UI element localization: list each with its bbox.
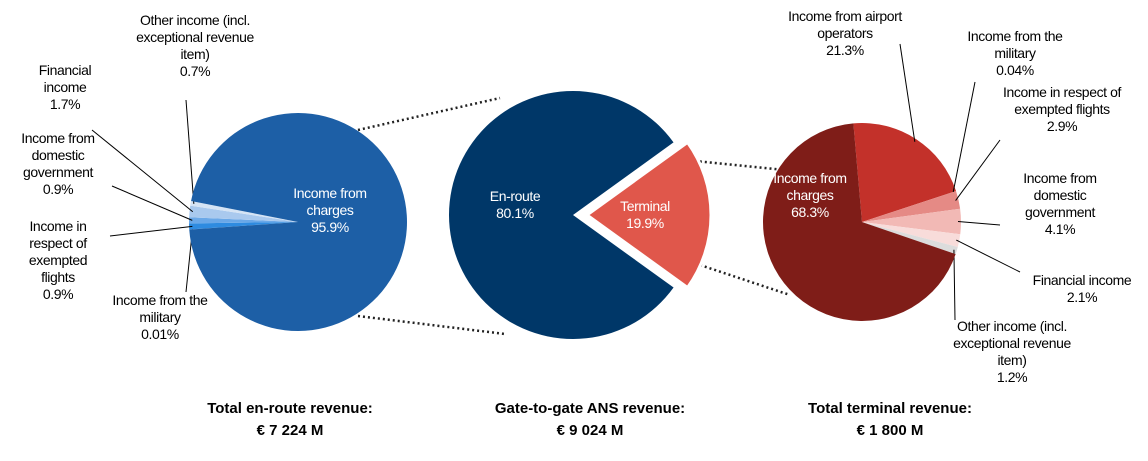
total-value: € 7 224 M	[256, 422, 324, 439]
pie-slice	[190, 200, 298, 222]
leader-line	[109, 225, 193, 237]
slice-label: Income from charges 95.9%	[275, 185, 385, 236]
slice-value: 95.9%	[311, 219, 349, 235]
slice-label: Income from domestic government 4.1%	[1000, 170, 1120, 238]
total-title: Gate-to-gate ANS revenue:	[494, 400, 686, 417]
slice-value: 68.3%	[791, 204, 829, 220]
pie-slice	[448, 90, 674, 339]
slice-value: 0.01%	[141, 326, 179, 342]
slice-label: Income from the military 0.01%	[105, 292, 215, 343]
slice-label: Income in respect of exempted flights 2.9…	[1002, 84, 1122, 135]
slice-name: Financial income	[38, 62, 92, 95]
slice-value: 2.9%	[1046, 118, 1078, 134]
slice-name: Financial income	[1032, 272, 1132, 288]
pie-slice	[862, 191, 961, 222]
slice-name: Income from charges	[293, 185, 367, 218]
slice-value: 0.9%	[42, 286, 74, 302]
total-value: € 9 024 M	[556, 422, 624, 439]
slice-name: Income in respect of exempted flights	[1002, 84, 1122, 117]
total-caption: Gate-to-gate ANS revenue: € 9 024 M	[440, 398, 740, 442]
slice-label: Financial income 1.7%	[25, 62, 105, 113]
slice-name: Other income (incl. exceptional revenue …	[953, 318, 1071, 368]
leader-line	[957, 221, 1001, 226]
leader-line	[185, 99, 195, 204]
slice-name: Terminal	[620, 198, 670, 214]
total-caption: Total en-route revenue: € 7 224 M	[140, 398, 440, 442]
total-value: € 1 800 M	[856, 422, 924, 439]
slice-name: Income from domestic government	[1023, 170, 1097, 220]
slice-label: Income from charges 68.3%	[760, 170, 860, 221]
pie-slice	[862, 222, 958, 255]
connector	[357, 314, 506, 336]
slice-value: 0.04%	[996, 62, 1034, 78]
slice-label: Other income (incl. exceptional revenue …	[130, 12, 260, 80]
slice-label: Income from the military 0.04%	[955, 28, 1075, 79]
slice-value: 1.7%	[49, 96, 81, 112]
slice-value: 0.9%	[42, 181, 74, 197]
slice-value: 80.1%	[496, 205, 534, 221]
slice-label: Other income (incl. exceptional revenue …	[937, 318, 1087, 386]
leader-line	[955, 139, 1001, 201]
slice-label: Financial income 2.1%	[1012, 272, 1148, 306]
pie-slice	[853, 123, 957, 222]
pie-slice	[862, 190, 957, 222]
leader-line	[956, 239, 1021, 273]
slice-name: Income from the military	[967, 28, 1063, 61]
slice-name: Income from airport operators	[788, 8, 902, 41]
pie-slice	[189, 222, 298, 230]
slice-value: 1.2%	[996, 369, 1028, 385]
slice-name: En-route	[489, 188, 541, 204]
pie-slice	[189, 113, 407, 332]
slice-label: Income from domestic government 0.9%	[3, 130, 113, 198]
slice-label: En-route 80.1%	[470, 188, 560, 222]
slice-label: Income from airport operators 21.3%	[780, 8, 910, 59]
slice-value: 4.1%	[1044, 221, 1076, 237]
pie-slice	[188, 217, 298, 224]
pie-slice	[862, 208, 961, 235]
slice-label: Terminal 19.9%	[605, 198, 685, 232]
slice-name: Income from charges	[773, 170, 847, 203]
slice-value: 19.9%	[626, 215, 664, 231]
slice-name: Income from domestic government	[21, 130, 95, 180]
slice-name: Other income (incl. exceptional revenue …	[136, 12, 254, 62]
slice-value: 21.3%	[826, 42, 864, 58]
pie-slice	[862, 222, 961, 248]
pie-slice	[762, 123, 956, 321]
leader-line	[953, 249, 956, 321]
total-title: Total en-route revenue:	[207, 400, 373, 417]
leader-line	[91, 129, 194, 213]
leader-line	[111, 185, 193, 221]
slice-label: Income in respect of exempted flights 0.9…	[13, 218, 103, 303]
pie-slice	[189, 222, 298, 230]
total-title: Total terminal revenue:	[808, 400, 972, 417]
connector	[357, 96, 501, 132]
slice-value: 0.7%	[179, 63, 211, 79]
slice-name: Income from the military	[112, 292, 208, 325]
pie-slice	[189, 205, 298, 222]
total-caption: Total terminal revenue: € 1 800 M	[740, 398, 1040, 442]
slice-value: 2.1%	[1066, 289, 1098, 305]
pie-slice	[584, 140, 713, 290]
leader-line	[952, 81, 976, 193]
slice-name: Income in respect of exempted flights	[28, 218, 88, 285]
leader-line	[899, 43, 916, 142]
connector	[699, 263, 791, 297]
